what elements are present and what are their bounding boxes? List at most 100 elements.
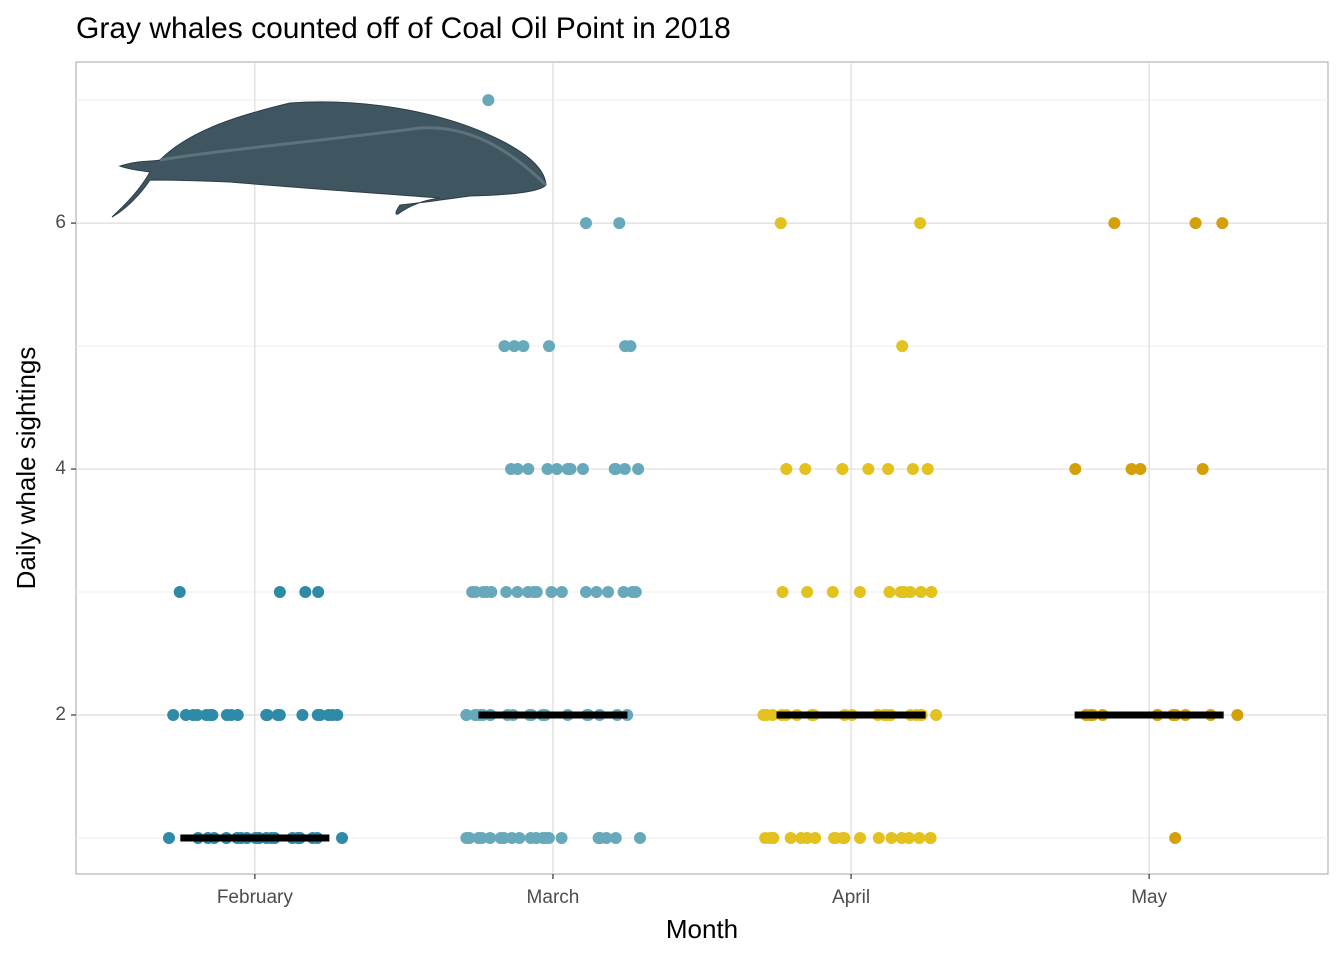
- point: [463, 831, 476, 844]
- point: [508, 340, 521, 353]
- point: [336, 831, 349, 844]
- point: [854, 831, 867, 844]
- point: [826, 586, 839, 599]
- point: [1216, 217, 1229, 230]
- point: [524, 831, 537, 844]
- point: [602, 586, 615, 599]
- point: [609, 463, 622, 476]
- point: [1196, 463, 1209, 476]
- point: [853, 586, 866, 599]
- point: [580, 217, 593, 230]
- point: [930, 708, 943, 721]
- point: [564, 463, 577, 476]
- point: [780, 463, 793, 476]
- point: [632, 463, 645, 476]
- point: [555, 831, 568, 844]
- point: [545, 586, 558, 599]
- plot-panel: [75, 61, 1329, 875]
- chart-title: Gray whales counted off of Coal Oil Poin…: [76, 12, 731, 45]
- point: [311, 708, 324, 721]
- point: [776, 586, 789, 599]
- point: [609, 831, 622, 844]
- x-tick-label: February: [217, 887, 294, 908]
- point: [312, 586, 325, 599]
- point: [579, 586, 592, 599]
- point: [500, 586, 513, 599]
- point: [331, 708, 344, 721]
- point: [206, 708, 219, 721]
- point: [613, 217, 626, 230]
- point: [862, 463, 875, 476]
- point: [914, 217, 927, 230]
- point: [592, 831, 605, 844]
- point: [618, 463, 631, 476]
- point: [799, 463, 812, 476]
- point: [828, 831, 841, 844]
- point: [296, 708, 309, 721]
- point: [482, 94, 495, 107]
- point: [472, 831, 485, 844]
- point: [498, 340, 511, 353]
- point: [801, 831, 814, 844]
- point: [179, 708, 192, 721]
- point: [882, 463, 895, 476]
- point: [505, 463, 518, 476]
- point: [550, 463, 563, 476]
- point: [590, 586, 603, 599]
- point: [883, 586, 896, 599]
- x-tick-label: March: [527, 887, 580, 908]
- marks: [162, 94, 1244, 844]
- point: [162, 831, 175, 844]
- point: [231, 708, 244, 721]
- point: [626, 586, 639, 599]
- point: [484, 831, 497, 844]
- point: [1169, 831, 1182, 844]
- point: [801, 586, 814, 599]
- point: [299, 586, 312, 599]
- y-tick-label: 6: [55, 212, 66, 233]
- point: [460, 708, 473, 721]
- point: [1108, 217, 1121, 230]
- point: [1069, 463, 1082, 476]
- point: [925, 586, 938, 599]
- point: [477, 586, 490, 599]
- point: [838, 831, 851, 844]
- y-tick-label: 2: [55, 704, 66, 725]
- point: [497, 831, 510, 844]
- point: [885, 831, 898, 844]
- point: [784, 831, 797, 844]
- point: [1231, 708, 1244, 721]
- point: [273, 586, 286, 599]
- point: [555, 586, 568, 599]
- point: [1189, 217, 1202, 230]
- point: [517, 340, 530, 353]
- point: [913, 831, 926, 844]
- point: [1125, 463, 1138, 476]
- point: [903, 831, 916, 844]
- point: [173, 586, 186, 599]
- point: [273, 708, 286, 721]
- whale-illustration: [111, 101, 548, 218]
- point: [167, 708, 180, 721]
- point: [924, 831, 937, 844]
- x-tick-label: May: [1131, 887, 1167, 908]
- point: [191, 708, 204, 721]
- point: [513, 831, 526, 844]
- point: [1134, 463, 1147, 476]
- point: [906, 463, 919, 476]
- point: [530, 586, 543, 599]
- point: [624, 340, 637, 353]
- point: [541, 463, 554, 476]
- x-axis-label: Month: [666, 914, 738, 944]
- point: [872, 831, 885, 844]
- x-tick-label: April: [832, 887, 870, 908]
- point: [617, 586, 630, 599]
- point: [921, 463, 934, 476]
- point: [634, 831, 647, 844]
- point: [322, 708, 335, 721]
- point: [511, 586, 524, 599]
- point: [759, 831, 772, 844]
- point: [914, 586, 927, 599]
- y-axis-label: Daily whale sightings: [11, 347, 41, 590]
